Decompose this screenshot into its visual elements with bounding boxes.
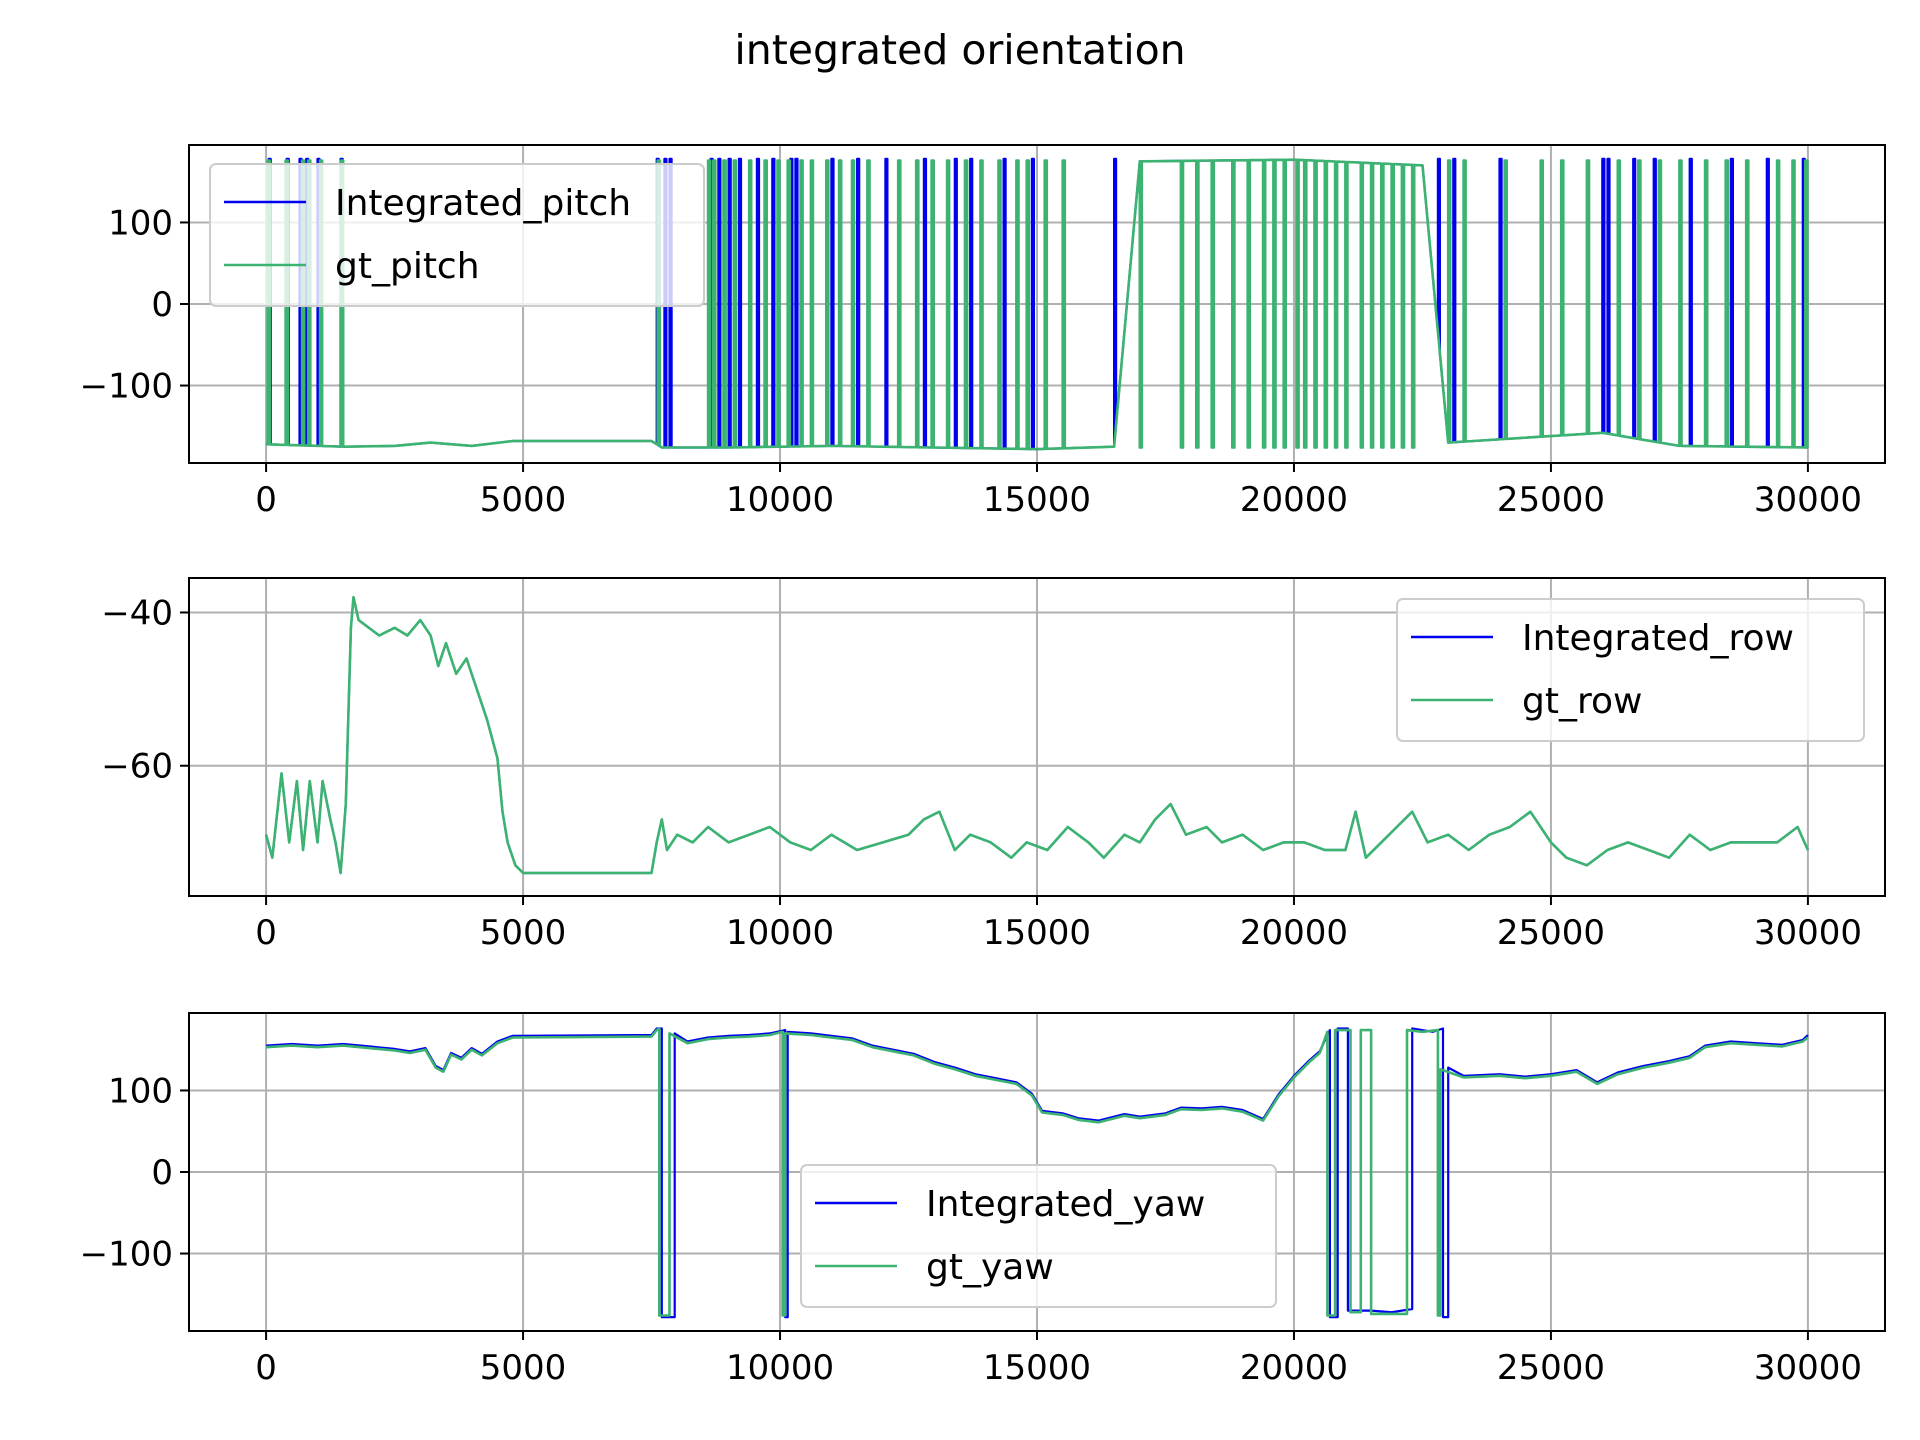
y-tick-label: −100 — [80, 1235, 173, 1275]
x-tick-label: 25000 — [1497, 480, 1605, 520]
legend-label-Integrated_yaw: Integrated_yaw — [926, 1184, 1205, 1225]
y-tick-label: −60 — [101, 747, 173, 787]
y-tick-label: 0 — [151, 285, 173, 325]
y-tick-label: −40 — [101, 593, 173, 633]
x-tick-label: 25000 — [1497, 913, 1605, 953]
legend-label-Integrated_pitch: Integrated_pitch — [335, 183, 631, 224]
x-tick-label: 5000 — [480, 1348, 567, 1388]
y-tick-label: 100 — [108, 203, 173, 243]
x-tick-label: 10000 — [726, 1348, 834, 1388]
x-tick-label: 10000 — [726, 913, 834, 953]
x-tick-label: 15000 — [983, 1348, 1091, 1388]
x-tick-label: 20000 — [1240, 1348, 1348, 1388]
legend-yaw: Integrated_yaw gt_yaw — [800, 1164, 1277, 1308]
x-tick-label: 30000 — [1754, 480, 1862, 520]
x-tick-label: 15000 — [983, 480, 1091, 520]
y-tick-label: 100 — [108, 1071, 173, 1111]
y-tick-label: 0 — [151, 1153, 173, 1193]
x-tick-label: 0 — [255, 913, 277, 953]
x-tick-label: 10000 — [726, 480, 834, 520]
legend-box — [1396, 598, 1865, 742]
subplots-container: 0 5000 10000 15000 20000 25000 300001000−100In… — [80, 144, 1886, 1388]
x-tick-label: 15000 — [983, 913, 1091, 953]
subplot-pitch: 0 5000 10000 15000 20000 25000 30000 100 0 −100 In… — [80, 144, 1886, 520]
legend-pitch: Integrated_pitch gt_pitch — [209, 163, 705, 307]
legend-box — [800, 1164, 1277, 1308]
legend-label-gt_yaw: gt_yaw — [926, 1247, 1054, 1288]
x-tick-label: 0 — [255, 480, 277, 520]
legend-label-gt_row: gt_row — [1522, 681, 1642, 722]
legend-box — [209, 163, 705, 307]
legend-row: Integrated_row gt_row — [1396, 598, 1865, 742]
legend-label-Integrated_row: Integrated_row — [1522, 618, 1794, 659]
series-line-gt_row — [264, 595, 1810, 875]
series-line-Integrated_yaw — [266, 1027, 1809, 1319]
subplot-row: 0 5000 10000 15000 20000 25000 30000 −40 −60 Inte… — [101, 577, 1886, 953]
x-tick-label: 20000 — [1240, 480, 1348, 520]
y-tick-label: −100 — [80, 367, 173, 407]
x-tick-label: 0 — [255, 1348, 277, 1388]
x-tick-label: 25000 — [1497, 1348, 1605, 1388]
x-tick-label: 5000 — [480, 480, 567, 520]
series-line-gt_yaw — [266, 1027, 1809, 1317]
x-tick-label: 30000 — [1754, 913, 1862, 953]
figure-title: integrated orientation — [734, 26, 1185, 74]
legend-label-gt_pitch: gt_pitch — [335, 246, 480, 287]
subplot-yaw: 0 5000 10000 15000 20000 25000 30000 100 0 −100 In… — [80, 1012, 1886, 1388]
x-tick-label: 20000 — [1240, 913, 1348, 953]
x-tick-label: 5000 — [480, 913, 567, 953]
series-line-gt_pitch — [266, 158, 1809, 451]
x-tick-label: 30000 — [1754, 1348, 1862, 1388]
